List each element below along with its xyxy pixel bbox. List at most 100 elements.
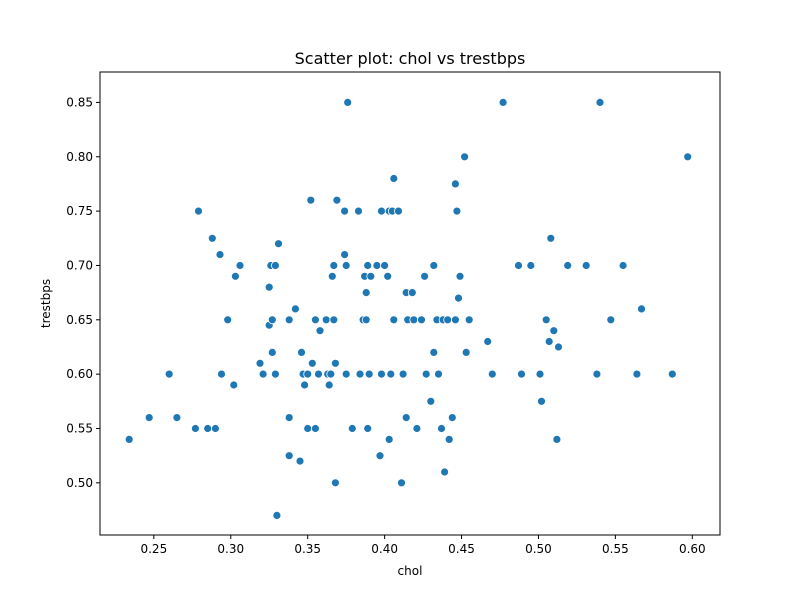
data-point — [667, 369, 677, 379]
data-point — [535, 369, 545, 379]
data-point — [327, 271, 337, 281]
data-point — [683, 152, 693, 162]
data-point — [124, 434, 134, 444]
data-point — [377, 206, 386, 216]
data-point — [606, 315, 616, 325]
data-point — [223, 315, 233, 325]
data-point — [361, 315, 371, 325]
data-point — [235, 261, 245, 270]
data-point — [434, 369, 443, 379]
data-point — [215, 250, 225, 260]
data-point — [514, 261, 523, 270]
data-point — [447, 413, 457, 423]
data-point — [581, 261, 591, 270]
data-point — [443, 315, 453, 325]
data-point — [361, 288, 371, 298]
data-point — [307, 358, 317, 368]
y-tick-label: 0.65 — [66, 313, 93, 327]
data-point — [341, 369, 351, 379]
data-point — [270, 261, 280, 270]
plot-frame — [99, 71, 721, 536]
data-point — [398, 369, 408, 379]
data-point — [401, 413, 411, 423]
data-point — [144, 413, 154, 423]
data-point — [303, 369, 313, 379]
data-point — [347, 424, 357, 433]
data-point — [454, 293, 463, 303]
y-tick-label: 0.80 — [66, 150, 93, 164]
data-point — [409, 315, 419, 325]
data-point — [383, 271, 393, 281]
data-point — [380, 261, 390, 270]
data-point — [341, 261, 351, 270]
y-axis-label: trestbps — [39, 279, 53, 328]
data-point — [386, 369, 396, 379]
data-point — [297, 347, 306, 357]
data-point — [295, 456, 305, 466]
data-point — [452, 206, 462, 216]
data-point — [172, 413, 182, 423]
data-point — [552, 434, 562, 444]
y-tick-label: 0.70 — [66, 258, 93, 272]
data-point — [563, 261, 573, 270]
x-tick-label: 0.55 — [602, 542, 629, 556]
data-point — [483, 337, 493, 346]
data-point — [329, 261, 339, 270]
data-point — [595, 98, 605, 107]
data-point — [450, 179, 460, 189]
y-tick-label: 0.60 — [66, 367, 93, 381]
x-tick-label: 0.60 — [679, 542, 706, 556]
data-point — [421, 369, 431, 379]
data-point — [326, 369, 336, 379]
data-point — [315, 326, 325, 336]
data-point — [363, 424, 373, 433]
data-point — [455, 271, 465, 281]
data-point — [366, 271, 376, 281]
data-point — [437, 424, 446, 433]
y-tick-label: 0.50 — [66, 476, 93, 490]
x-axis: 0.25 0.30 0.35 0.40 0.45 0.50 0.55 0.60 — [140, 535, 706, 556]
data-point — [363, 261, 373, 270]
data-point — [284, 451, 294, 461]
y-axis: 0.50 0.55 0.60 0.65 0.70 0.75 0.80 0.85 — [66, 95, 100, 490]
data-point — [554, 342, 563, 352]
y-tick-label: 0.75 — [66, 204, 93, 218]
y-tick-label: 0.85 — [66, 95, 93, 109]
data-point — [329, 315, 339, 325]
data-point — [255, 358, 265, 368]
data-point — [272, 511, 282, 520]
data-point — [592, 369, 602, 379]
data-point — [487, 369, 497, 379]
x-tick-label: 0.45 — [448, 542, 475, 556]
data-point — [264, 282, 274, 292]
data-point — [546, 233, 556, 243]
data-point — [354, 206, 363, 216]
data-point — [284, 413, 294, 423]
data-point — [429, 347, 439, 357]
data-point — [450, 315, 460, 325]
data-point — [258, 369, 268, 379]
data-point — [330, 478, 340, 488]
y-tick-label: 0.55 — [66, 421, 93, 435]
data-point — [632, 369, 642, 379]
data-point — [517, 369, 526, 379]
data-point — [444, 434, 454, 444]
data-point — [426, 396, 436, 406]
data-point — [541, 315, 551, 325]
data-point — [203, 424, 213, 433]
data-point — [284, 315, 294, 325]
data-point — [461, 347, 471, 357]
data-point — [330, 358, 340, 368]
data-point — [464, 315, 474, 325]
data-point — [306, 195, 316, 205]
data-point — [310, 315, 320, 325]
data-point — [270, 369, 280, 379]
x-tick-label: 0.30 — [217, 542, 244, 556]
data-point — [372, 261, 382, 270]
data-point — [332, 195, 342, 205]
x-tick-label: 0.40 — [371, 542, 398, 556]
data-point — [321, 315, 331, 325]
data-point — [544, 337, 554, 346]
